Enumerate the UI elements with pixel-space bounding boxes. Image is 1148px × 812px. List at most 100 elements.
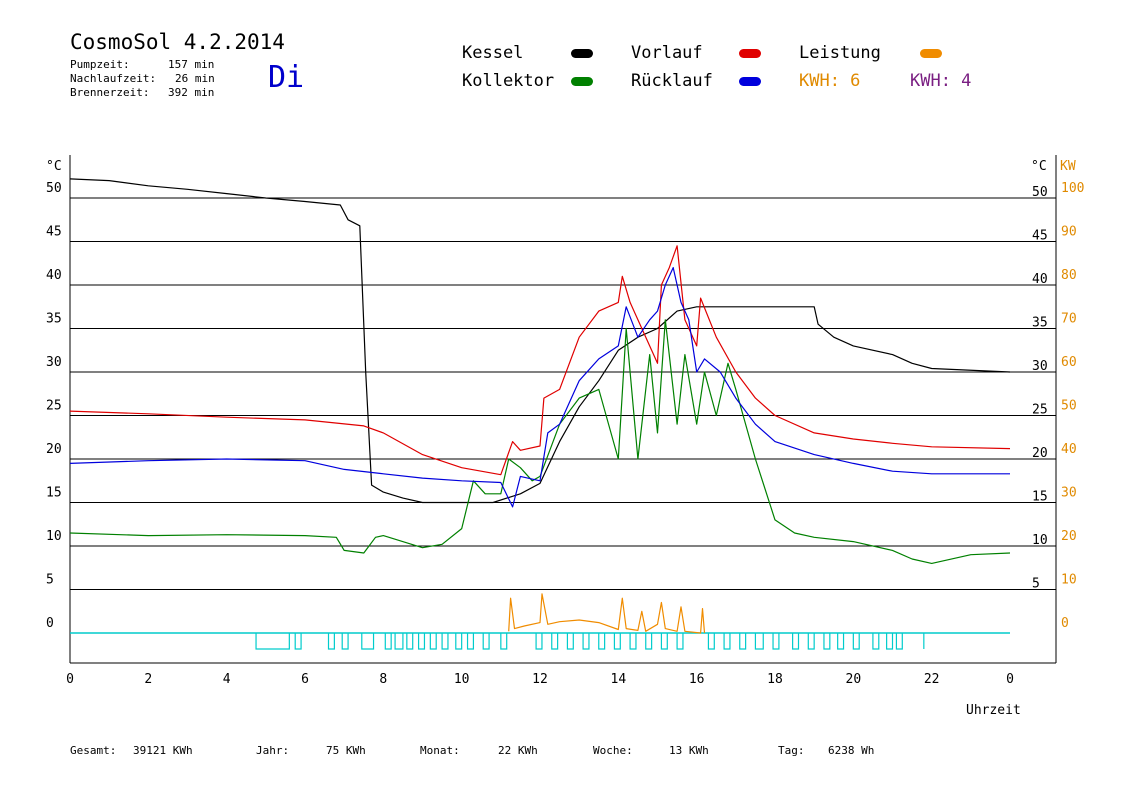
stat-nachlaufzeit-label: Nachlaufzeit:: [70, 72, 157, 85]
y-tick-kw-label: 70: [1061, 312, 1077, 327]
y-tick-left-label: 40: [46, 268, 62, 283]
y-tick-left-label: 45: [46, 225, 62, 240]
y-tick-left-label: 50: [46, 181, 62, 196]
y-tick-right-label: 45: [1032, 229, 1048, 244]
legend-kwh-2: KWH: 4: [910, 71, 972, 91]
pump-pulse: [886, 633, 894, 650]
y-tick-left-label: 20: [46, 442, 62, 457]
x-tick-label: 20: [846, 672, 862, 687]
stat-brennerzeit-value: 392 min: [168, 86, 215, 99]
legend-ruecklauf-swatch: [739, 77, 761, 86]
pump-pulse: [629, 633, 637, 650]
pump-pulse: [482, 633, 490, 650]
y-tick-kw-label: 30: [1061, 486, 1077, 501]
y-tick-right-label: 15: [1032, 490, 1048, 505]
y-tick-left-label: 10: [46, 529, 62, 544]
x-axis-label: Uhrzeit: [966, 703, 1021, 718]
y-tick-left-label: 35: [46, 312, 62, 327]
y-tick-right-label: 5: [1032, 577, 1040, 592]
series-line-4: [508, 593, 706, 634]
pump-pulse: [707, 633, 715, 650]
x-tick-label: 0: [66, 672, 74, 687]
pump-pulse: [500, 633, 508, 650]
pump-pulse: [441, 633, 449, 650]
footer-gesamt-label: Gesamt:: [70, 744, 117, 757]
x-tick-label: 2: [144, 672, 152, 687]
pump-pulse: [255, 633, 290, 650]
pump-pulse: [429, 633, 437, 650]
x-tick-label: 8: [379, 672, 387, 687]
y-tick-left-label: 25: [46, 399, 62, 414]
y-axis-kw-unit: KW: [1060, 159, 1076, 174]
x-tick-label: 16: [689, 672, 705, 687]
pump-pulse: [792, 633, 800, 650]
weekday-label: Di: [268, 60, 305, 95]
pump-pulse: [341, 633, 349, 650]
footer-jahr-value: 75 KWh: [326, 744, 366, 757]
x-tick-label: 18: [767, 672, 783, 687]
pump-pulse: [645, 633, 653, 650]
pump-pulse: [872, 633, 880, 650]
y-tick-kw-label: 20: [1061, 529, 1077, 544]
y-axis-left-unit: °C: [46, 159, 62, 174]
y-tick-kw-label: 50: [1061, 399, 1077, 414]
legend-kessel-swatch: [571, 49, 593, 58]
y-tick-right-label: 20: [1032, 446, 1048, 461]
legend-kollektor-label: Kollektor: [462, 71, 555, 91]
legend-leistung-swatch: [920, 49, 942, 58]
x-tick-label: 14: [611, 672, 627, 687]
y-tick-kw-label: 0: [1061, 616, 1069, 631]
pump-pulse: [535, 633, 543, 650]
legend-vorlauf-swatch: [739, 49, 761, 58]
y-tick-right-label: 40: [1032, 272, 1048, 287]
y-tick-right-label: 10: [1032, 533, 1048, 548]
stat-nachlaufzeit-value: 26 min: [175, 72, 215, 85]
pump-pulse: [807, 633, 815, 650]
pump-pulse: [598, 633, 606, 650]
pump-pulse: [739, 633, 747, 650]
y-tick-kw-label: 80: [1061, 268, 1077, 283]
y-tick-right-label: 25: [1032, 403, 1048, 418]
pump-pulse: [551, 633, 559, 650]
x-tick-label: 10: [454, 672, 470, 687]
footer-monat-label: Monat:: [420, 744, 460, 757]
x-tick-label: 6: [301, 672, 309, 687]
legend-leistung-label: Leistung: [799, 43, 881, 63]
y-tick-right-label: 50: [1032, 185, 1048, 200]
series-line-2: [69, 319, 1011, 565]
pump-pulse: [723, 633, 731, 650]
pump-pulse: [327, 633, 335, 650]
legend-kollektor-swatch: [571, 77, 593, 86]
pump-pulse: [582, 633, 590, 650]
pump-pulse: [852, 633, 860, 650]
stat-brennerzeit-label: Brennerzeit:: [70, 86, 150, 99]
footer-gesamt-value: 39121 KWh: [133, 744, 193, 757]
y-tick-right-label: 35: [1032, 316, 1048, 331]
pump-pulse: [455, 633, 463, 650]
pump-pulse: [772, 633, 780, 650]
pump-pulse: [895, 633, 903, 650]
pump-pulse: [406, 633, 414, 650]
pump-pulse: [660, 633, 668, 650]
page-title: CosmoSol 4.2.2014: [70, 30, 285, 54]
y-tick-right-label: 30: [1032, 359, 1048, 374]
x-tick-label: 4: [223, 672, 231, 687]
y-tick-kw-label: 60: [1061, 355, 1077, 370]
footer-monat-value: 22 KWh: [498, 744, 538, 757]
pump-pulse: [566, 633, 574, 650]
pump-pulse: [294, 633, 302, 650]
y-tick-left-label: 30: [46, 355, 62, 370]
pump-pulse: [466, 633, 475, 650]
footer-jahr-label: Jahr:: [256, 744, 290, 757]
pump-pulse: [613, 633, 621, 650]
x-tick-label: 0: [1006, 672, 1014, 687]
footer-woche-label: Woche:: [593, 744, 633, 757]
pump-pulse: [361, 633, 375, 650]
legend-vorlauf-label: Vorlauf: [631, 43, 703, 63]
y-tick-kw-label: 90: [1061, 225, 1077, 240]
x-tick-label: 12: [532, 672, 548, 687]
x-tick-label: 22: [924, 672, 940, 687]
pump-pulse: [384, 633, 392, 650]
y-tick-left-label: 15: [46, 486, 62, 501]
